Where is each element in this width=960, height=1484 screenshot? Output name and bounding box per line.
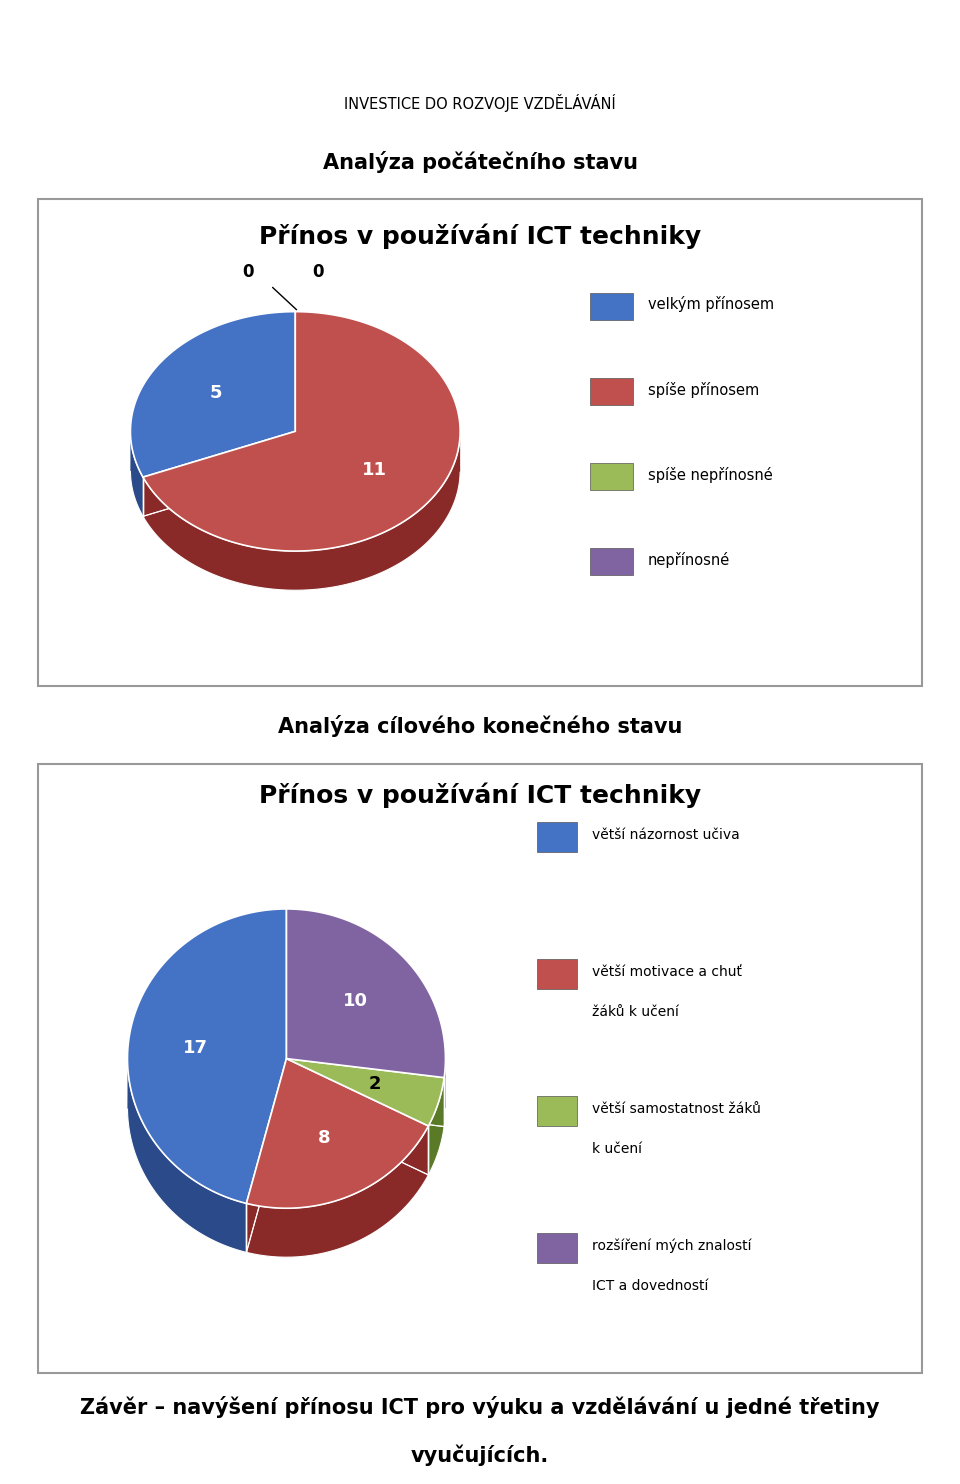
Text: Přínos v používání ICT techniky: Přínos v používání ICT techniky [259,223,701,249]
Text: 17: 17 [182,1039,207,1057]
Text: vyučujících.: vyučujících. [411,1444,549,1466]
Text: nepřínosné: nepřínosné [648,552,730,568]
Polygon shape [143,433,460,591]
Text: Závěr – navýšení přínosu ICT pro výuku a vzdělávání u jedné třetiny: Závěr – navýšení přínosu ICT pro výuku a… [81,1396,879,1419]
Bar [538,1095,577,1126]
Bar [538,822,577,852]
Text: Přínos v používání ICT techniky: Přínos v používání ICT techniky [259,782,701,807]
Text: 2: 2 [369,1074,381,1094]
Bar [538,1233,577,1263]
Text: ICT a dovedností: ICT a dovedností [592,1279,708,1293]
Ellipse shape [128,959,445,1257]
Text: spíše přínosem: spíše přínosem [648,381,759,398]
Polygon shape [128,1060,247,1252]
Polygon shape [286,1058,444,1126]
Text: k učení: k učení [592,1141,642,1156]
Text: velkým přínosem: velkým přínosem [648,297,774,313]
Text: Analýza cílového konečného stavu: Analýza cílového konečného stavu [277,715,683,736]
Text: 10: 10 [343,993,369,1011]
Polygon shape [128,908,286,1204]
Text: 0: 0 [312,263,324,280]
Text: větší názornost učiva: větší názornost učiva [592,828,740,843]
Bar [590,292,633,319]
Text: 8: 8 [318,1129,331,1147]
Text: žáků k učení: žáků k učení [592,1005,679,1020]
Polygon shape [247,1058,428,1208]
Polygon shape [131,432,143,516]
Polygon shape [247,1126,428,1257]
Bar [590,463,633,490]
Polygon shape [444,1060,445,1126]
Text: INVESTICE DO ROZVOJE VZDĚLÁVÁNÍ: INVESTICE DO ROZVOJE VZDĚLÁVÁNÍ [344,93,616,113]
Text: větší samostatnost žáků: větší samostatnost žáků [592,1103,761,1116]
Text: Analýza počátečního stavu: Analýza počátečního stavu [323,151,637,172]
Text: 0: 0 [243,263,254,280]
Text: 5: 5 [209,384,222,402]
Text: rozšíření mých znalostí: rozšíření mých znalostí [592,1239,752,1254]
Polygon shape [286,908,445,1077]
Bar [590,549,633,576]
Text: větší motivace a chuť: větší motivace a chuť [592,966,742,979]
Bar [538,959,577,990]
Polygon shape [143,312,460,551]
Polygon shape [428,1077,444,1175]
Text: spíše nepřínosné: spíše nepřínosné [648,467,773,482]
Text: 11: 11 [362,462,387,479]
Bar [590,378,633,405]
Ellipse shape [131,350,460,591]
Polygon shape [131,312,296,478]
